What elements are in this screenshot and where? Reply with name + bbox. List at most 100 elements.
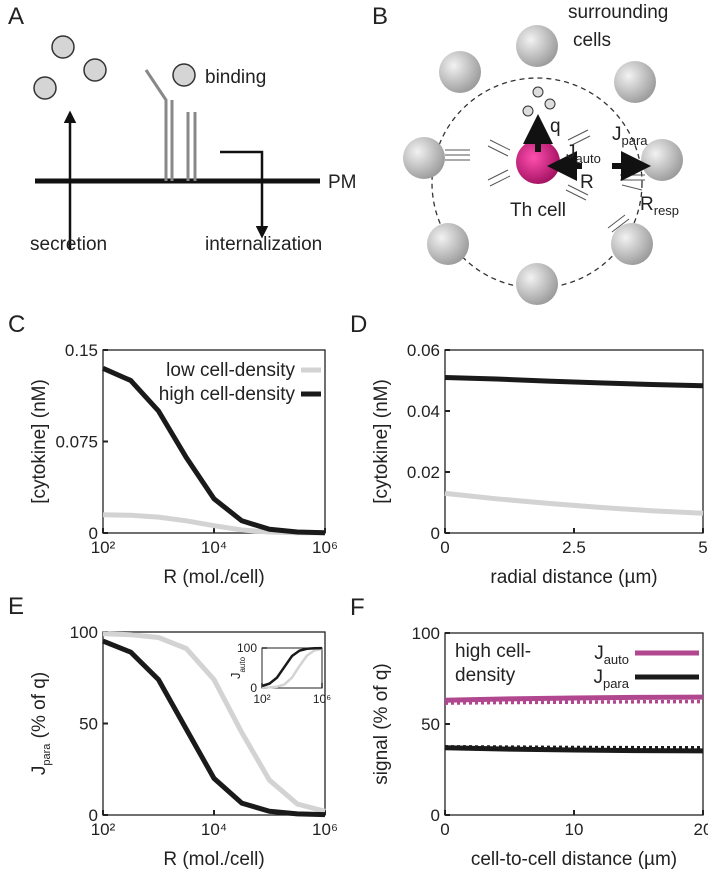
label: Jpara: [612, 124, 648, 148]
y-axis-label: [cytokine] (nM): [29, 379, 50, 504]
line-series: [101, 366, 326, 536]
line-series: [444, 375, 704, 389]
subscript: para: [603, 676, 630, 691]
label: Jauto: [566, 142, 601, 166]
label-part: (% of q): [29, 672, 50, 744]
y-tick-label: 0: [250, 681, 257, 695]
subscript: auto: [576, 151, 601, 166]
y-tick-label: 100: [70, 623, 98, 642]
y-axis-label: Jpara (% of q): [29, 672, 53, 775]
line-series: [261, 646, 323, 688]
internalization-arrow: [220, 150, 269, 239]
x-axis-label: R (mol./cell): [163, 849, 264, 870]
legend-name: low cell-density: [166, 360, 295, 381]
y-tick-label: 0.04: [407, 402, 440, 421]
legend-label: high cell-density: [159, 384, 296, 405]
y-tick-label: 0: [431, 524, 440, 543]
cytokine: [83, 58, 107, 82]
subscript: auto: [238, 656, 247, 672]
label: Th cell: [510, 200, 566, 221]
label: Rresp: [640, 194, 679, 218]
x-tick-label: 0: [440, 820, 449, 839]
x-axis-label: R (mol./cell): [163, 567, 264, 588]
cytokine: [172, 63, 196, 87]
cytokine: [51, 35, 75, 59]
annotation: density: [455, 665, 516, 686]
line-series: [102, 631, 326, 814]
x-axis-label: cell-to-cell distance (µm): [471, 849, 677, 870]
label: cells: [573, 30, 611, 51]
y-tick-label: 100: [237, 641, 257, 655]
label: binding: [205, 67, 266, 88]
x-tick-label: 10⁶: [312, 538, 338, 557]
y-tick-label: 0: [89, 524, 98, 543]
legend-name: high cell-density: [159, 384, 296, 405]
label: q: [550, 116, 561, 137]
label: R: [640, 194, 654, 215]
x-tick-label: 10: [565, 820, 584, 839]
y-tick-label: 100: [412, 624, 440, 643]
subscript: para: [41, 743, 53, 766]
label: internalization: [205, 234, 322, 255]
y-tick-label: 0: [89, 806, 98, 825]
x-tick-label: 10⁴: [201, 820, 227, 839]
label: J: [612, 124, 622, 145]
y-tick-label: 0: [431, 806, 440, 825]
x-tick-label: 10²: [91, 820, 116, 839]
y-tick-label: 50: [421, 715, 440, 734]
y-axis-label: signal (% of q): [371, 663, 392, 784]
cytokine: [33, 76, 57, 100]
subscript: resp: [654, 203, 679, 218]
label-part: [cytokine] (nM): [29, 379, 50, 504]
x-axis-label: radial distance (µm): [490, 567, 657, 588]
receptor: [144, 69, 197, 181]
label-part: J: [228, 673, 243, 680]
cytokines: [522, 86, 556, 117]
surrounding-cells: [403, 25, 683, 305]
x-tick-label: 10⁶: [313, 692, 331, 706]
legend-name: J: [594, 643, 604, 664]
y-tick-label: 0.075: [55, 432, 98, 451]
label: J: [566, 142, 576, 163]
panel-label: F: [350, 594, 365, 621]
plot-frame: [261, 647, 323, 689]
legend-label: Jauto: [594, 643, 629, 667]
line-series: [444, 490, 704, 516]
panel-label: E: [8, 593, 24, 620]
annotation: high cell-: [455, 641, 531, 662]
x-tick-label: 0: [440, 538, 449, 557]
label: R: [580, 172, 594, 193]
line-series: [102, 638, 326, 818]
panel-label: C: [8, 311, 25, 338]
panel-label: D: [350, 311, 367, 338]
label: secretion: [30, 234, 107, 255]
x-tick-label: 10⁴: [201, 538, 227, 557]
label: surrounding: [568, 2, 668, 23]
line-series: [444, 699, 704, 705]
label-part: J: [29, 766, 50, 776]
x-tick-label: 10²: [253, 692, 270, 706]
legend-label: Jpara: [593, 667, 629, 691]
x-tick-label: 10²: [91, 538, 116, 557]
diagram-b: B surrounding cells q Jauto Jpara R Rres…: [372, 2, 683, 305]
panel-label: B: [372, 3, 388, 30]
y-axis-label: [cytokine] (nM): [371, 379, 392, 504]
y-tick-label: 0.06: [407, 341, 440, 360]
y-tick-label: 0.15: [65, 341, 98, 360]
line-series: [444, 694, 704, 703]
panel-label: A: [8, 3, 24, 30]
legend-label: low cell-density: [166, 360, 295, 381]
legend-name: J: [593, 667, 603, 688]
subscript: para: [622, 133, 649, 148]
line-series: [261, 647, 323, 689]
label: PM: [328, 172, 357, 193]
x-tick-label: 20: [694, 820, 708, 839]
line-series: [444, 745, 704, 750]
diagram-a: A binding secretion internalization PM: [8, 3, 357, 255]
x-tick-label: 5: [698, 538, 707, 557]
label-part: [cytokine] (nM): [371, 379, 392, 504]
subscript: auto: [604, 652, 629, 667]
y-axis-label: Jauto: [228, 656, 247, 679]
y-tick-label: 0.02: [407, 463, 440, 482]
